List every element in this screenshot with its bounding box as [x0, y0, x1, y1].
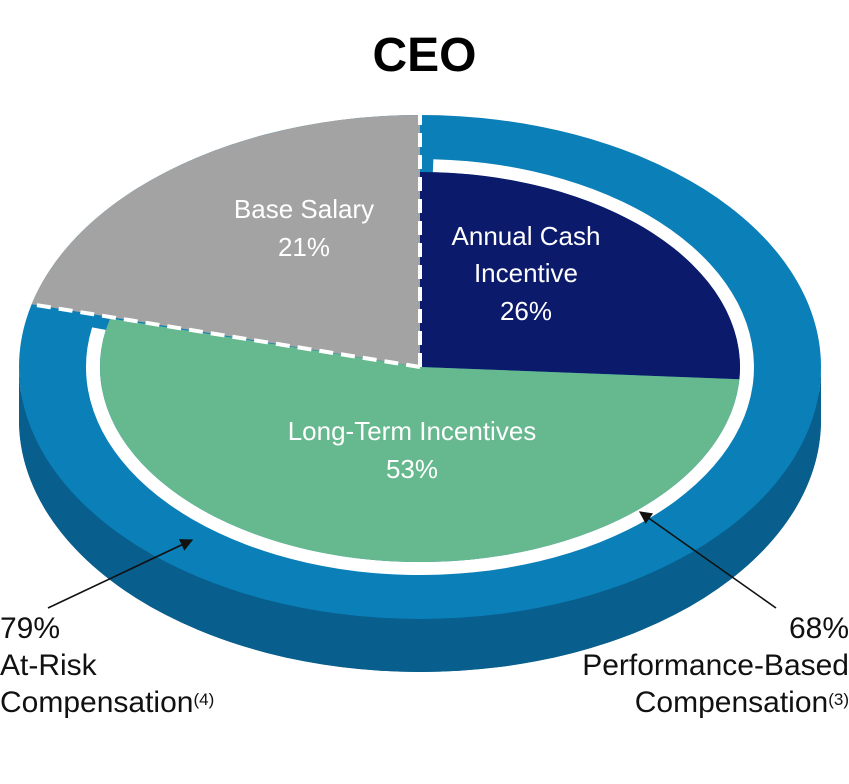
at-risk-label-line2: Compensation(4) [0, 684, 214, 721]
performance-arrow [638, 511, 777, 609]
annual-cash-value-label: 26% [500, 296, 552, 326]
annual-cash-label-line1: Annual Cash [452, 221, 601, 251]
performance-label-line1: Performance-Based [582, 649, 849, 682]
at-risk-boundary-dashes [31, 115, 422, 369]
performance-footnote: (3) [828, 690, 849, 709]
base-salary-label: Base Salary [234, 194, 374, 224]
slice-labels: Base Salary 21% Annual Cash Incentive 26% Lon… [234, 194, 601, 484]
at-risk-arrow [47, 539, 194, 609]
performance-label-text: Compensation [634, 686, 829, 719]
annual-cash-label-line2: Incentive [474, 258, 578, 288]
at-risk-value: 79% [0, 612, 61, 645]
long-term-value-label: 53% [386, 454, 438, 484]
at-risk-label-line1: At-Risk [0, 649, 97, 682]
base-salary-value-label: 21% [278, 232, 330, 262]
base-salary-slice [31, 114, 420, 367]
at-risk-callout: 79% At-Risk Compensation(4) [0, 610, 214, 721]
at-risk-label-text: Compensation [0, 686, 194, 719]
at-risk-footnote: (4) [193, 690, 215, 709]
long-term-label: Long-Term Incentives [288, 416, 537, 446]
performance-value: 68% [788, 612, 849, 645]
chart-title: CEO [372, 29, 477, 82]
long-term-incentives-slice [100, 318, 740, 563]
performance-label-line2: Compensation(3) [582, 684, 849, 721]
performance-callout: 68% Performance-Based Compensation(3) [582, 610, 849, 721]
slices-group [31, 114, 741, 563]
annual-cash-incentive-slice [420, 172, 741, 380]
